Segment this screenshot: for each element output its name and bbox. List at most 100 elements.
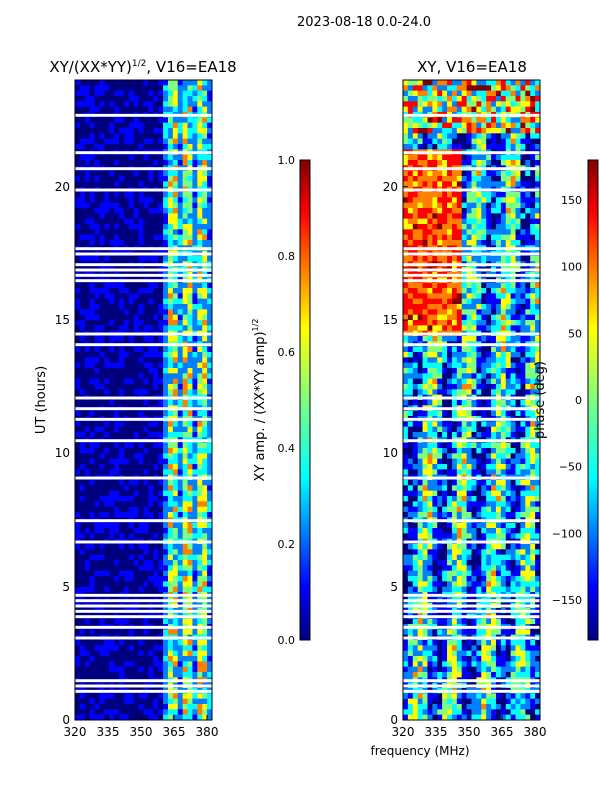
amplitude-cell (182, 304, 188, 310)
amplitude-cell (104, 128, 110, 134)
amplitude-cell (123, 96, 130, 102)
phase-cell (456, 192, 463, 198)
phase-cell (476, 282, 482, 289)
phase-cell (525, 213, 531, 219)
amplitude-cell (79, 378, 86, 385)
amplitude-cell (138, 480, 144, 486)
amplitude-cell (148, 128, 154, 134)
phase-cell (486, 197, 492, 203)
amplitude-cell (158, 213, 164, 219)
amplitude-cell (89, 181, 95, 187)
amplitude-cell (163, 496, 169, 502)
phase-cell (530, 336, 536, 342)
amplitude-cell (75, 645, 81, 651)
amplitude-cell (128, 240, 135, 246)
phase-cell (525, 336, 531, 342)
phase-cell (530, 133, 536, 139)
amplitude-cell (114, 314, 120, 321)
amplitude-cell (99, 586, 105, 593)
amplitude-cell (192, 352, 198, 358)
phase-cell (481, 229, 487, 235)
amplitude-cell (133, 117, 139, 123)
amplitude-cell (197, 672, 203, 678)
amplitude-cell (104, 240, 110, 246)
amplitude-cell (207, 384, 213, 390)
amplitude-cell (79, 426, 86, 433)
amplitude-cell (114, 570, 120, 577)
phase-cell (471, 208, 477, 214)
phase-cell (535, 314, 541, 321)
amplitude-cell (182, 128, 188, 134)
amplitude-cell (187, 96, 193, 102)
phase-cell (530, 213, 536, 219)
amplitude-cell (94, 544, 100, 550)
phase-cell (530, 80, 536, 86)
phase-cell (510, 229, 516, 235)
amplitude-cell (75, 336, 81, 342)
amplitude-cell (75, 213, 81, 219)
amplitude-cell (153, 490, 159, 497)
phase-cell (407, 224, 414, 230)
amplitude-cell (143, 357, 149, 363)
amplitude-cell (119, 373, 125, 379)
amplitude-cell (187, 640, 193, 646)
phase-cell (451, 208, 458, 214)
amplitude-cell (148, 458, 154, 465)
amplitude-cell (79, 570, 86, 577)
amplitude-cell (182, 522, 188, 529)
phase-cell (481, 90, 487, 97)
amplitude-cell (89, 362, 95, 369)
amplitude-cell (207, 485, 213, 491)
amplitude-cell (94, 565, 100, 571)
amplitude-cell (133, 224, 139, 230)
phase-cell (427, 154, 433, 161)
amplitude-cell (79, 197, 86, 203)
phase-cell (447, 304, 453, 310)
amplitude-cell (104, 176, 110, 182)
amplitude-cell (94, 389, 100, 395)
amplitude-cell (143, 522, 149, 529)
amplitude-cell (158, 485, 164, 491)
amplitude-cell (177, 288, 183, 294)
amplitude-cell (187, 618, 193, 625)
amplitude-cell (99, 90, 105, 97)
phase-cell (456, 282, 463, 289)
amplitude-cell (167, 714, 174, 721)
phase-cell (466, 298, 472, 305)
amplitude-cell (75, 181, 81, 187)
phase-cell (495, 357, 502, 363)
amplitude-cell (109, 378, 115, 385)
amplitude-cell (119, 314, 125, 321)
phase-cell (530, 224, 536, 230)
amplitude-cell (104, 661, 110, 667)
amplitude-cell (109, 106, 115, 113)
amplitude-cell (84, 501, 90, 507)
amplitude-cell (158, 160, 164, 166)
phase-cell (510, 218, 516, 225)
amplitude-cell (114, 346, 120, 353)
amplitude-cell (119, 506, 125, 513)
amplitude-cell (192, 661, 198, 667)
phase-cell (437, 282, 443, 289)
amplitude-cell (148, 181, 154, 187)
phase-cell (412, 192, 418, 198)
phase-cell (515, 282, 521, 289)
phase-cell (422, 202, 428, 209)
amplitude-cell (182, 288, 188, 294)
amplitude-cell (143, 336, 149, 342)
amplitude-cell (123, 709, 130, 715)
amplitude-cell (207, 496, 213, 502)
amplitude-cell (94, 469, 100, 475)
phase-cell (417, 181, 423, 187)
phase-cell (495, 208, 502, 214)
amplitude-cell (79, 656, 86, 662)
phase-cell (530, 256, 536, 262)
phase-cell (471, 96, 477, 102)
amplitude-cell (143, 549, 149, 555)
phase-cell (442, 218, 448, 225)
amplitude-cell (202, 176, 208, 182)
phase-cell (500, 213, 507, 219)
phase-cell (515, 133, 521, 139)
amplitude-cell (167, 122, 174, 129)
amplitude-cell (148, 218, 154, 225)
